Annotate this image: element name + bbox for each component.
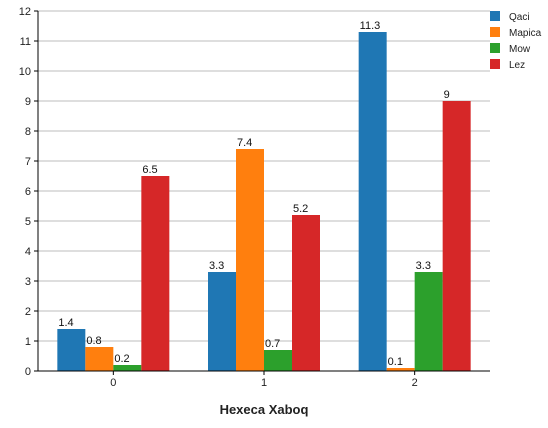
legend-label: Mow (509, 44, 531, 55)
bar-mow-2 (414, 272, 443, 371)
data-label: 0.7 (265, 338, 280, 350)
data-label: 6.5 (142, 164, 157, 176)
legend-swatch (490, 59, 500, 69)
x-axis-title: Hexeca Xaboq (220, 402, 309, 417)
data-label: 11.3 (360, 20, 381, 32)
data-label: 3.3 (416, 260, 431, 272)
legend-label: Qaci (509, 12, 530, 23)
data-label: 1.4 (58, 317, 73, 329)
bar-qaci-2 (358, 32, 387, 371)
y-tick-label: 4 (25, 246, 31, 258)
bars (57, 32, 471, 371)
data-label: 9 (444, 89, 450, 101)
legend: Qaci Mapica Mow Lez (490, 11, 542, 71)
y-tick-label: 7 (25, 156, 31, 168)
bar-mapica-2 (386, 368, 415, 371)
data-label: 0.8 (86, 335, 101, 347)
x-tick-labels: 0 1 2 (110, 371, 418, 389)
y-tick-label: 9 (25, 96, 31, 108)
data-label: 5.2 (293, 203, 308, 215)
bar-mow-1 (264, 350, 292, 371)
y-tick-label: 0 (25, 366, 31, 378)
y-tick-label: 2 (25, 306, 31, 318)
bar-mapica-0 (85, 347, 114, 371)
y-tick-label: 8 (25, 126, 31, 138)
x-tick-label: 1 (261, 377, 267, 389)
legend-label: Mapica (509, 28, 542, 39)
y-tick-label: 10 (19, 66, 31, 78)
data-label: 3.3 (209, 260, 224, 272)
x-tick-label: 0 (110, 377, 116, 389)
bar-lez-0 (141, 176, 170, 371)
y-tick-label: 11 (20, 36, 31, 48)
bar-qaci-0 (57, 329, 86, 371)
x-tick-label: 2 (412, 377, 418, 389)
data-label: 0.1 (388, 356, 403, 368)
bar-lez-2 (442, 101, 471, 371)
bar-lez-1 (292, 215, 320, 371)
legend-swatch (490, 43, 500, 53)
bar-qaci-1 (208, 272, 236, 371)
y-tick-label: 5 (25, 216, 31, 228)
data-labels: 1.4 0.8 0.2 6.5 3.3 7.4 0.7 5.2 11.3 0.1 3.3 9 (58, 20, 449, 368)
data-label: 0.2 (114, 353, 129, 365)
y-tick-label: 6 (25, 186, 31, 198)
y-tick-label: 1 (25, 336, 31, 348)
y-tick-label: 12 (19, 6, 31, 18)
legend-swatch (490, 11, 500, 21)
bar-mapica-1 (236, 149, 264, 371)
bar-mow-0 (113, 365, 142, 371)
legend-label: Lez (509, 60, 525, 71)
legend-swatch (490, 27, 500, 37)
y-tick-label: 3 (25, 276, 31, 288)
data-label: 7.4 (237, 137, 252, 149)
